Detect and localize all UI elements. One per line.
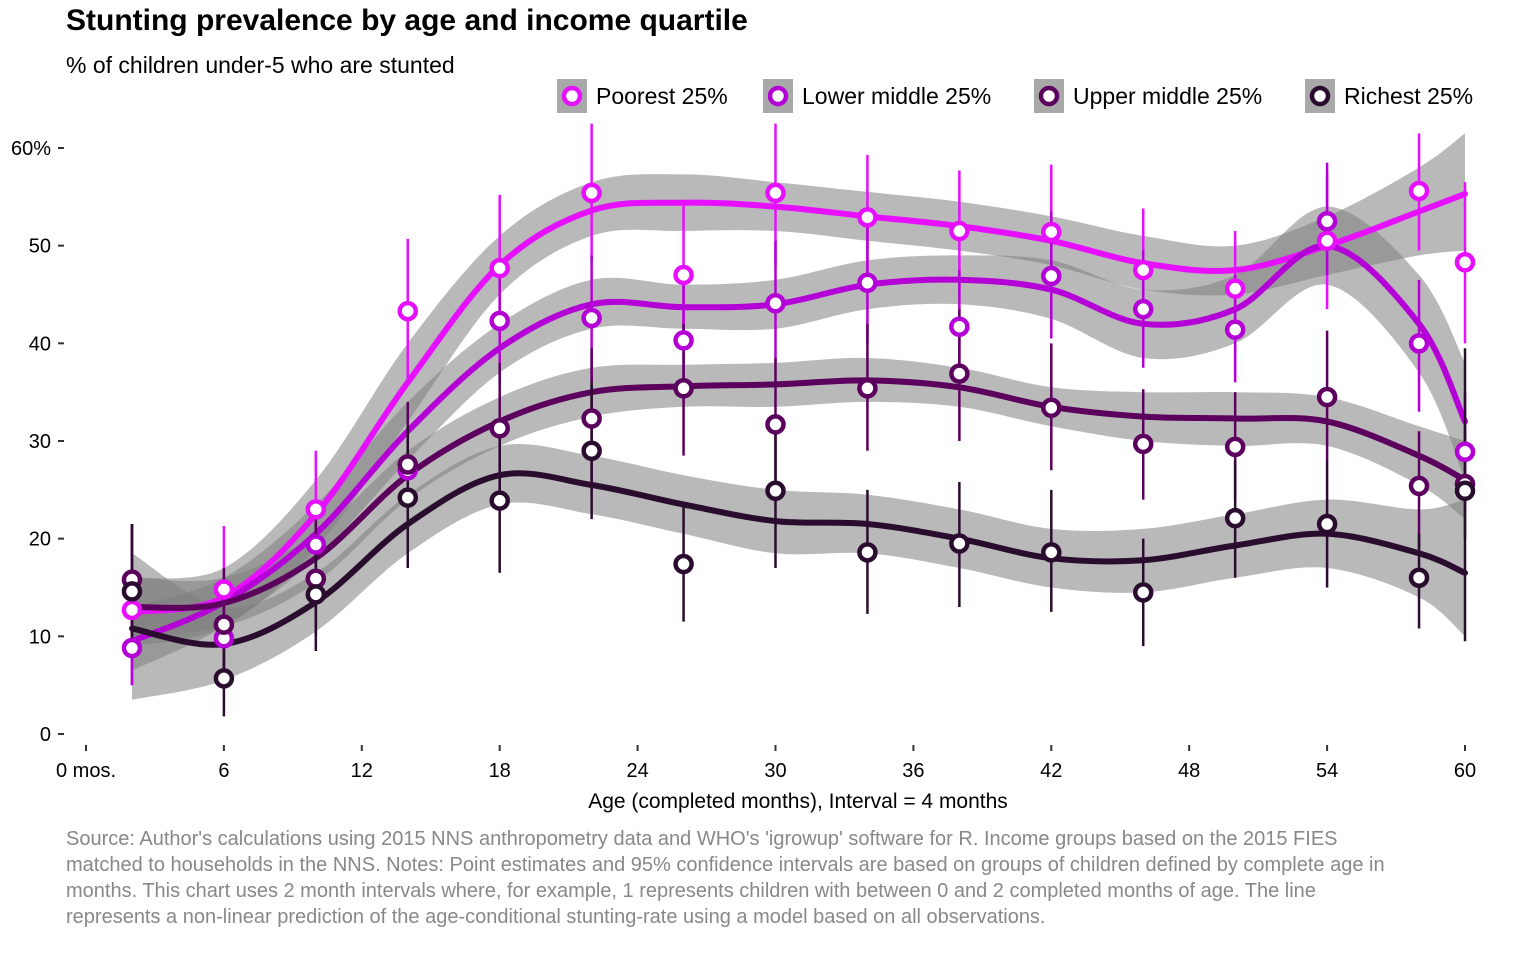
legend: Poorest 25% Lower middle 25% Upper middle … <box>557 79 1473 113</box>
point-poorest-25 <box>1132 259 1154 281</box>
point-poorest-25 <box>949 220 970 242</box>
axes: 0 mos. 6 12 18 24 30 36 42 48 54 60 0 10 20 30 40 50 60% <box>11 138 1476 782</box>
point-lower-middle-25 <box>673 330 694 351</box>
point-poorest-25 <box>1408 180 1430 202</box>
chart-title: Stunting prevalence by age and income qu… <box>66 4 748 37</box>
point-lower-middle-25 <box>121 637 143 659</box>
point-poorest-25 <box>1316 230 1338 252</box>
point-richest-25 <box>1132 582 1154 603</box>
line-upper-middle-25 <box>129 377 1468 611</box>
point-poorest-25 <box>213 579 235 600</box>
line-lower-middle-25 <box>129 242 1468 645</box>
point-richest-25 <box>949 533 970 554</box>
legend-marker <box>767 85 789 107</box>
point-upper-middle-25 <box>765 414 786 435</box>
point-richest-25 <box>305 584 327 605</box>
y-tick-label: 60% <box>11 138 51 160</box>
x-tick-label: 12 <box>351 760 373 782</box>
legend-label: Poorest 25% <box>596 83 728 109</box>
point-upper-middle-25 <box>489 418 510 439</box>
point-lower-middle-25 <box>581 307 602 329</box>
y-tick-label: 20 <box>29 529 51 551</box>
x-tick-label: 42 <box>1040 760 1062 782</box>
x-tick-label: 60 <box>1454 760 1476 782</box>
point-richest-25 <box>121 581 143 602</box>
point-richest-25 <box>673 553 694 575</box>
point-poorest-25 <box>305 499 327 520</box>
point-richest-25 <box>765 480 786 502</box>
point-poorest-25 <box>765 182 786 204</box>
point-poorest-25 <box>581 182 602 204</box>
legend-marker <box>1309 85 1331 107</box>
point-richest-25 <box>1408 567 1430 588</box>
x-tick-label: 30 <box>764 760 786 782</box>
point-upper-middle-25 <box>1041 397 1062 419</box>
point-richest-25 <box>213 668 235 689</box>
point-upper-middle-25 <box>213 614 235 635</box>
point-richest-25 <box>489 490 510 511</box>
point-lower-middle-25 <box>305 534 327 555</box>
point-lower-middle-25 <box>1224 319 1246 340</box>
y-tick-label: 50 <box>29 236 51 258</box>
point-lower-middle-25 <box>1132 298 1154 320</box>
point-upper-middle-25 <box>1316 386 1338 408</box>
point-upper-middle-25 <box>1132 433 1154 455</box>
line-richest-25 <box>129 470 1468 648</box>
y-tick-label: 0 <box>40 724 51 746</box>
data-points <box>121 180 1476 689</box>
point-poorest-25 <box>489 257 510 279</box>
point-richest-25 <box>1224 507 1246 529</box>
point-upper-middle-25 <box>949 363 970 384</box>
point-lower-middle-25 <box>489 310 510 332</box>
point-lower-middle-25 <box>1041 265 1062 287</box>
smooth-lines <box>129 190 1468 648</box>
x-tick-label: 48 <box>1178 760 1200 782</box>
point-poorest-25 <box>397 300 419 322</box>
point-poorest-25 <box>673 264 694 286</box>
point-richest-25 <box>1454 480 1476 502</box>
point-poorest-25 <box>857 207 878 228</box>
point-upper-middle-25 <box>581 408 602 429</box>
x-tick-label: 0 mos. <box>56 760 116 782</box>
legend-marker <box>561 85 583 107</box>
point-richest-25 <box>857 542 878 563</box>
point-poorest-25 <box>1041 221 1062 243</box>
point-poorest-25 <box>1224 278 1246 299</box>
point-lower-middle-25 <box>949 316 970 337</box>
point-richest-25 <box>1041 542 1062 563</box>
point-upper-middle-25 <box>673 378 694 399</box>
point-upper-middle-25 <box>1408 475 1430 497</box>
band-richest-25 <box>132 443 1465 700</box>
point-richest-25 <box>397 487 419 508</box>
y-tick-label: 40 <box>29 333 51 355</box>
legend-label: Upper middle 25% <box>1073 83 1262 109</box>
point-richest-25 <box>1316 513 1338 535</box>
x-tick-label: 18 <box>489 760 511 782</box>
x-axis-title: Age (completed months), Interval = 4 mon… <box>588 790 1008 813</box>
point-lower-middle-25 <box>1454 441 1476 462</box>
band-upper-middle-25 <box>132 357 1465 637</box>
point-poorest-25 <box>1454 252 1476 273</box>
x-tick-label: 36 <box>902 760 924 782</box>
legend-marker <box>1038 85 1060 107</box>
point-upper-middle-25 <box>397 454 419 475</box>
point-lower-middle-25 <box>765 293 786 314</box>
legend-label: Richest 25% <box>1344 83 1473 109</box>
chart-caption: Source: Author's calculations using 2015… <box>66 828 1385 928</box>
legend-label: Lower middle 25% <box>802 83 991 109</box>
point-poorest-25 <box>121 599 143 621</box>
x-tick-label: 54 <box>1316 760 1338 782</box>
point-lower-middle-25 <box>1408 333 1430 354</box>
point-richest-25 <box>581 440 602 462</box>
y-tick-label: 30 <box>29 431 51 453</box>
point-upper-middle-25 <box>1224 436 1246 458</box>
point-upper-middle-25 <box>857 378 878 399</box>
point-lower-middle-25 <box>857 272 878 294</box>
point-lower-middle-25 <box>1316 211 1338 232</box>
x-tick-label: 24 <box>626 760 648 782</box>
y-tick-label: 10 <box>29 626 51 648</box>
x-tick-label: 6 <box>218 760 229 782</box>
chart-subtitle: % of children under-5 who are stunted <box>66 52 455 78</box>
